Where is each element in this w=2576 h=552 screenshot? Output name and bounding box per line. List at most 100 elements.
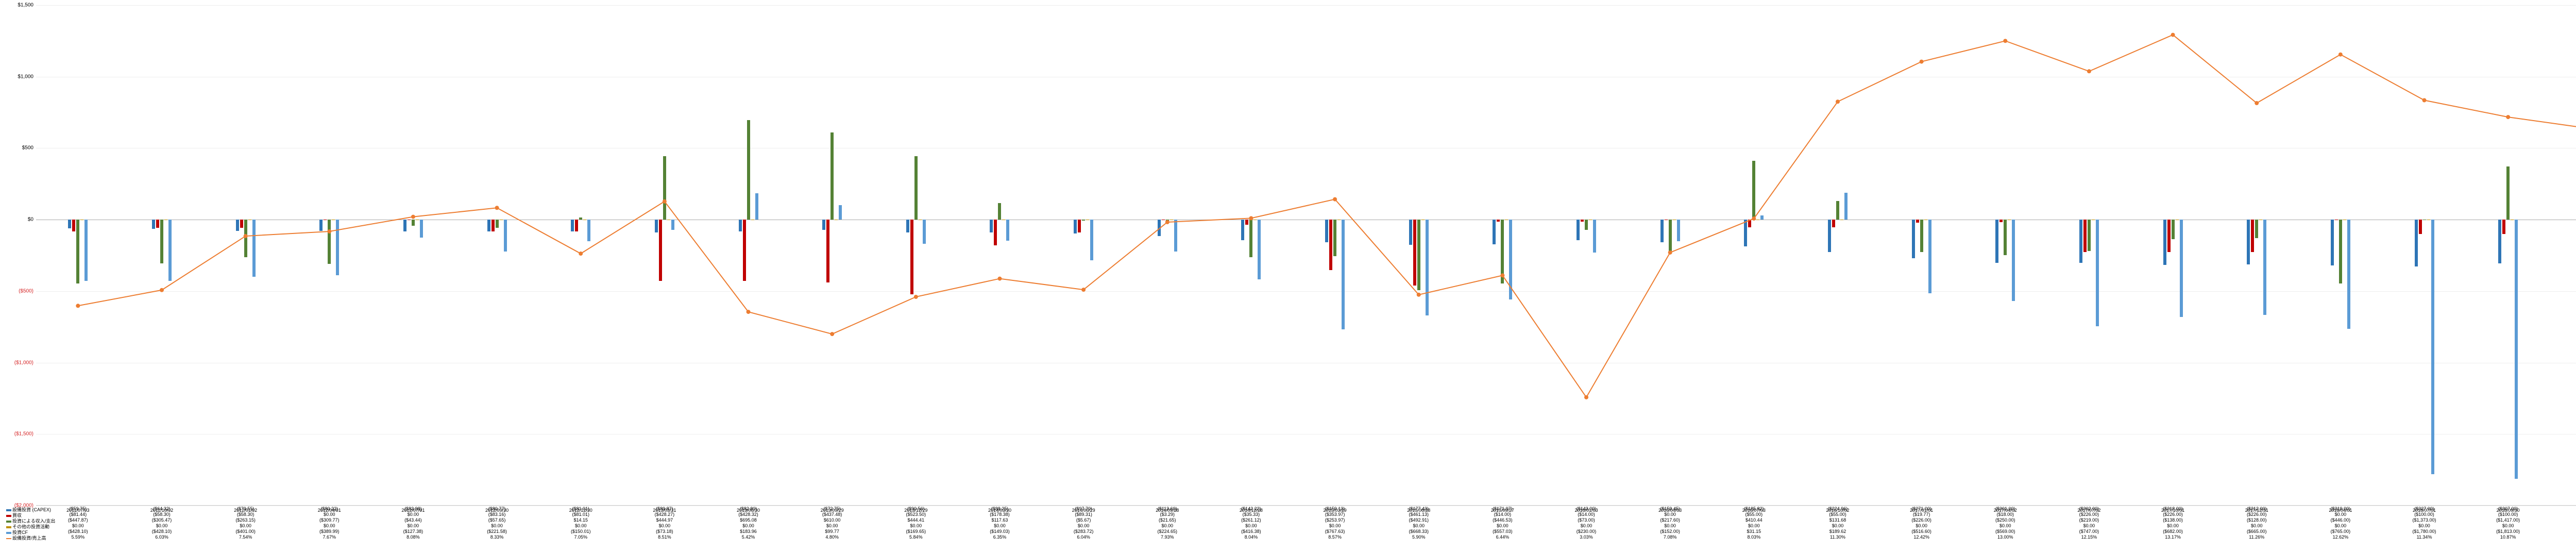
table-cell: $0.00 (2502, 523, 2514, 528)
table-cell: ($177.43) (1409, 506, 1429, 511)
table-cell: ($401.00) (235, 529, 256, 534)
table-cell: ($55.00) (1745, 512, 1763, 517)
table-cell: ($446.00) (2331, 517, 2351, 523)
table-cell: ($461.13) (1409, 512, 1429, 517)
table-cell: $31.15 (1747, 529, 1761, 534)
table-cell: ($668.33) (1409, 529, 1429, 534)
table-cell: ($128.00) (2247, 517, 2267, 523)
left-axis-label: $500 (5, 145, 33, 151)
table-cell: $99.77 (825, 529, 839, 534)
table-cell: ($59.75) (70, 506, 87, 511)
table-cell: 8.03% (1748, 534, 1761, 540)
table-cell: $0.00 (1497, 523, 1509, 528)
left-axis-label: $1,000 (5, 74, 33, 79)
table-cell: ($3.29) (1160, 512, 1175, 517)
table-cell: 7.08% (1664, 534, 1677, 540)
table-cell: $0.00 (1748, 523, 1760, 528)
table-cell: ($81.01) (572, 506, 589, 511)
table-cell: ($263.15) (235, 517, 256, 523)
table-cell: ($138.00) (2163, 517, 2183, 523)
table-cell: ($253.97) (1325, 517, 1345, 523)
table-cell: ($159.45) (1660, 506, 1680, 511)
table-cell: ($682.00) (2163, 529, 2183, 534)
table-cell: ($150.01) (571, 529, 591, 534)
table-cell: ($250.00) (1995, 517, 2015, 523)
table-cell: $117.63 (992, 517, 1008, 523)
table-cell: 6.04% (1077, 534, 1090, 540)
table-cell: $0.00 (240, 523, 251, 528)
table-cell: ($143.00) (1577, 506, 1597, 511)
ratio-line (36, 5, 2576, 505)
table-cell: 7.05% (574, 534, 587, 540)
table-cell: ($55.00) (1829, 512, 1846, 517)
table-cell: ($90.56) (907, 506, 925, 511)
swatch-icon (6, 515, 11, 517)
table-cell: $0.00 (1999, 523, 2011, 528)
table-cell: ($224.96) (1828, 506, 1848, 511)
table-cell: ($88.25) (991, 506, 1009, 511)
table-cell: 5.84% (909, 534, 923, 540)
table-cell: $0.00 (2335, 523, 2347, 528)
table-cell: ($428.32) (738, 512, 758, 517)
table-cell: ($89.31) (1075, 512, 1092, 517)
chart-container: ($2,000)($1,500)($1,000)($500)$0$500$1,0… (0, 0, 2576, 552)
table-cell: 4.80% (825, 534, 839, 540)
table-cell: ($389.99) (319, 529, 340, 534)
table-cell: ($747.00) (2079, 529, 2099, 534)
table-cell: ($152.00) (1660, 529, 1680, 534)
table-cell: 8.08% (406, 534, 420, 540)
table-cell: 8.51% (658, 534, 671, 540)
table-cell: ($97.70) (1075, 506, 1092, 511)
table-cell: 10.87% (2500, 534, 2516, 540)
table-cell: $695.08 (740, 517, 757, 523)
table-cell: $0.00 (2167, 523, 2179, 528)
table-cell: $0.00 (324, 512, 335, 517)
table-row-other: その他の投資活動 (6, 523, 2576, 529)
table-cell: ($305.47) (152, 517, 172, 523)
table-cell: $0.00 (994, 523, 1006, 528)
table-cell: ($353.97) (1325, 512, 1345, 517)
table-cell: ($428.27) (655, 512, 675, 517)
table-cell: $0.00 (408, 523, 419, 528)
table-cell: ($81.01) (572, 512, 589, 517)
table-cell: ($765.00) (2331, 529, 2351, 534)
table-row-ratio: 設備投資/売上高 (6, 534, 2576, 540)
table-cell: ($437.48) (822, 512, 842, 517)
table-cell: $0.00 (1245, 523, 1257, 528)
data-table: 設備投資 (CAPEX)($59.75)($64.32)($79.55)($80… (6, 506, 2576, 550)
table-cell: ($319.00) (2331, 506, 2351, 511)
table-cell: ($171.97) (1493, 506, 1513, 511)
table-cell: $0.00 (2335, 512, 2347, 517)
table-cell: $610.00 (824, 517, 841, 523)
table-cell: ($89.87) (656, 506, 673, 511)
table-cell: ($58.30) (153, 512, 171, 517)
table-cell: 7.93% (1161, 534, 1174, 540)
table-cell: ($557.03) (1493, 529, 1513, 534)
table-cell: ($447.87) (68, 517, 88, 523)
table-cell: 13.00% (1997, 534, 2013, 540)
table-cell: ($57.65) (488, 517, 506, 523)
table-cell: $0.00 (491, 523, 503, 528)
left-axis-label: ($500) (5, 288, 33, 294)
table-cell: ($127.38) (403, 529, 423, 534)
table-cell: ($271.00) (1911, 506, 1931, 511)
table-cell: ($1,780.00) (2412, 529, 2436, 534)
left-axis-label: ($1,500) (5, 431, 33, 437)
table-cell: 12.42% (1913, 534, 1929, 540)
table-cell: $0.00 (1664, 512, 1676, 517)
table-cell: 5.90% (1412, 534, 1426, 540)
left-axis-label: $0 (5, 217, 33, 223)
table-cell: ($230.00) (1577, 529, 1597, 534)
table-cell: ($35.33) (1243, 512, 1260, 517)
table-cell: 3.03% (1580, 534, 1593, 540)
table-cell: ($83.16) (488, 512, 506, 517)
table-cell: $189.62 (1829, 529, 1846, 534)
table-cell: 6.35% (993, 534, 1007, 540)
table-cell: ($428.10) (68, 529, 88, 534)
table-cell: ($219.00) (2079, 517, 2099, 523)
table-cell: $14.15 (573, 517, 588, 523)
table-cell: ($73.18) (656, 529, 673, 534)
table-cell: 7.67% (323, 534, 336, 540)
table-cell: $0.00 (408, 512, 419, 517)
table-cell: ($5.67) (1076, 517, 1091, 523)
